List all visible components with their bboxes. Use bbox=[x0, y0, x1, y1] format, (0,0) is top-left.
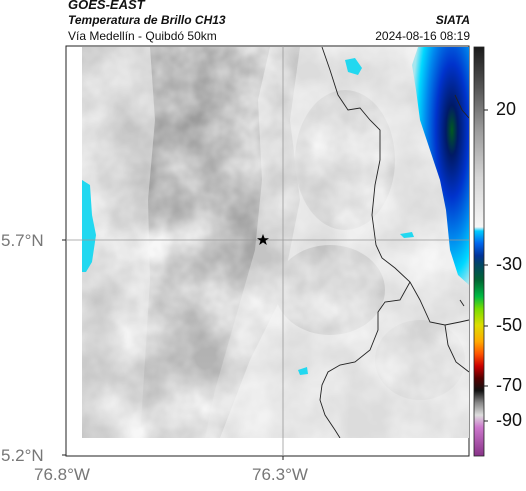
border-line bbox=[319, 281, 411, 438]
x-tick-label: 76.8°W bbox=[34, 465, 90, 484]
cyan-patch bbox=[82, 180, 96, 272]
colorbar-tick-label: -90 bbox=[496, 410, 523, 430]
border-line bbox=[444, 324, 469, 373]
colorbar-tick-label: -30 bbox=[496, 254, 523, 274]
timestamp-label: 2024-08-16 08:19 bbox=[375, 29, 470, 43]
colorbar-tick-label: 20 bbox=[496, 99, 517, 119]
border-line bbox=[459, 299, 465, 307]
colorbar-ticks bbox=[484, 109, 488, 422]
region-subtitle: Vía Medellín - Quibdó 50km bbox=[68, 29, 217, 43]
organization-label: SIATA bbox=[435, 13, 470, 27]
satellite-title: GOES-EAST bbox=[68, 0, 145, 12]
axis-ticks bbox=[62, 239, 284, 460]
y-tick-label: 5.2°N bbox=[1, 446, 44, 465]
product-title: Temperatura de Brillo CH13 bbox=[68, 13, 226, 27]
border-line bbox=[321, 47, 469, 326]
x-tick-label: 76.3°W bbox=[252, 465, 308, 484]
colorbar-tick-label: -50 bbox=[496, 315, 523, 335]
cyan-patch bbox=[345, 58, 362, 75]
y-tick-label: 5.7°N bbox=[1, 231, 44, 250]
cyan-patch bbox=[298, 367, 308, 375]
colorbar-gradient bbox=[473, 46, 485, 457]
convective-cell bbox=[412, 47, 469, 285]
border-line bbox=[454, 94, 469, 119]
cloud-texture bbox=[82, 47, 469, 438]
cyan-patch bbox=[400, 232, 414, 238]
location-star-marker bbox=[257, 234, 269, 245]
colorbar-tick-label: -70 bbox=[496, 375, 523, 395]
